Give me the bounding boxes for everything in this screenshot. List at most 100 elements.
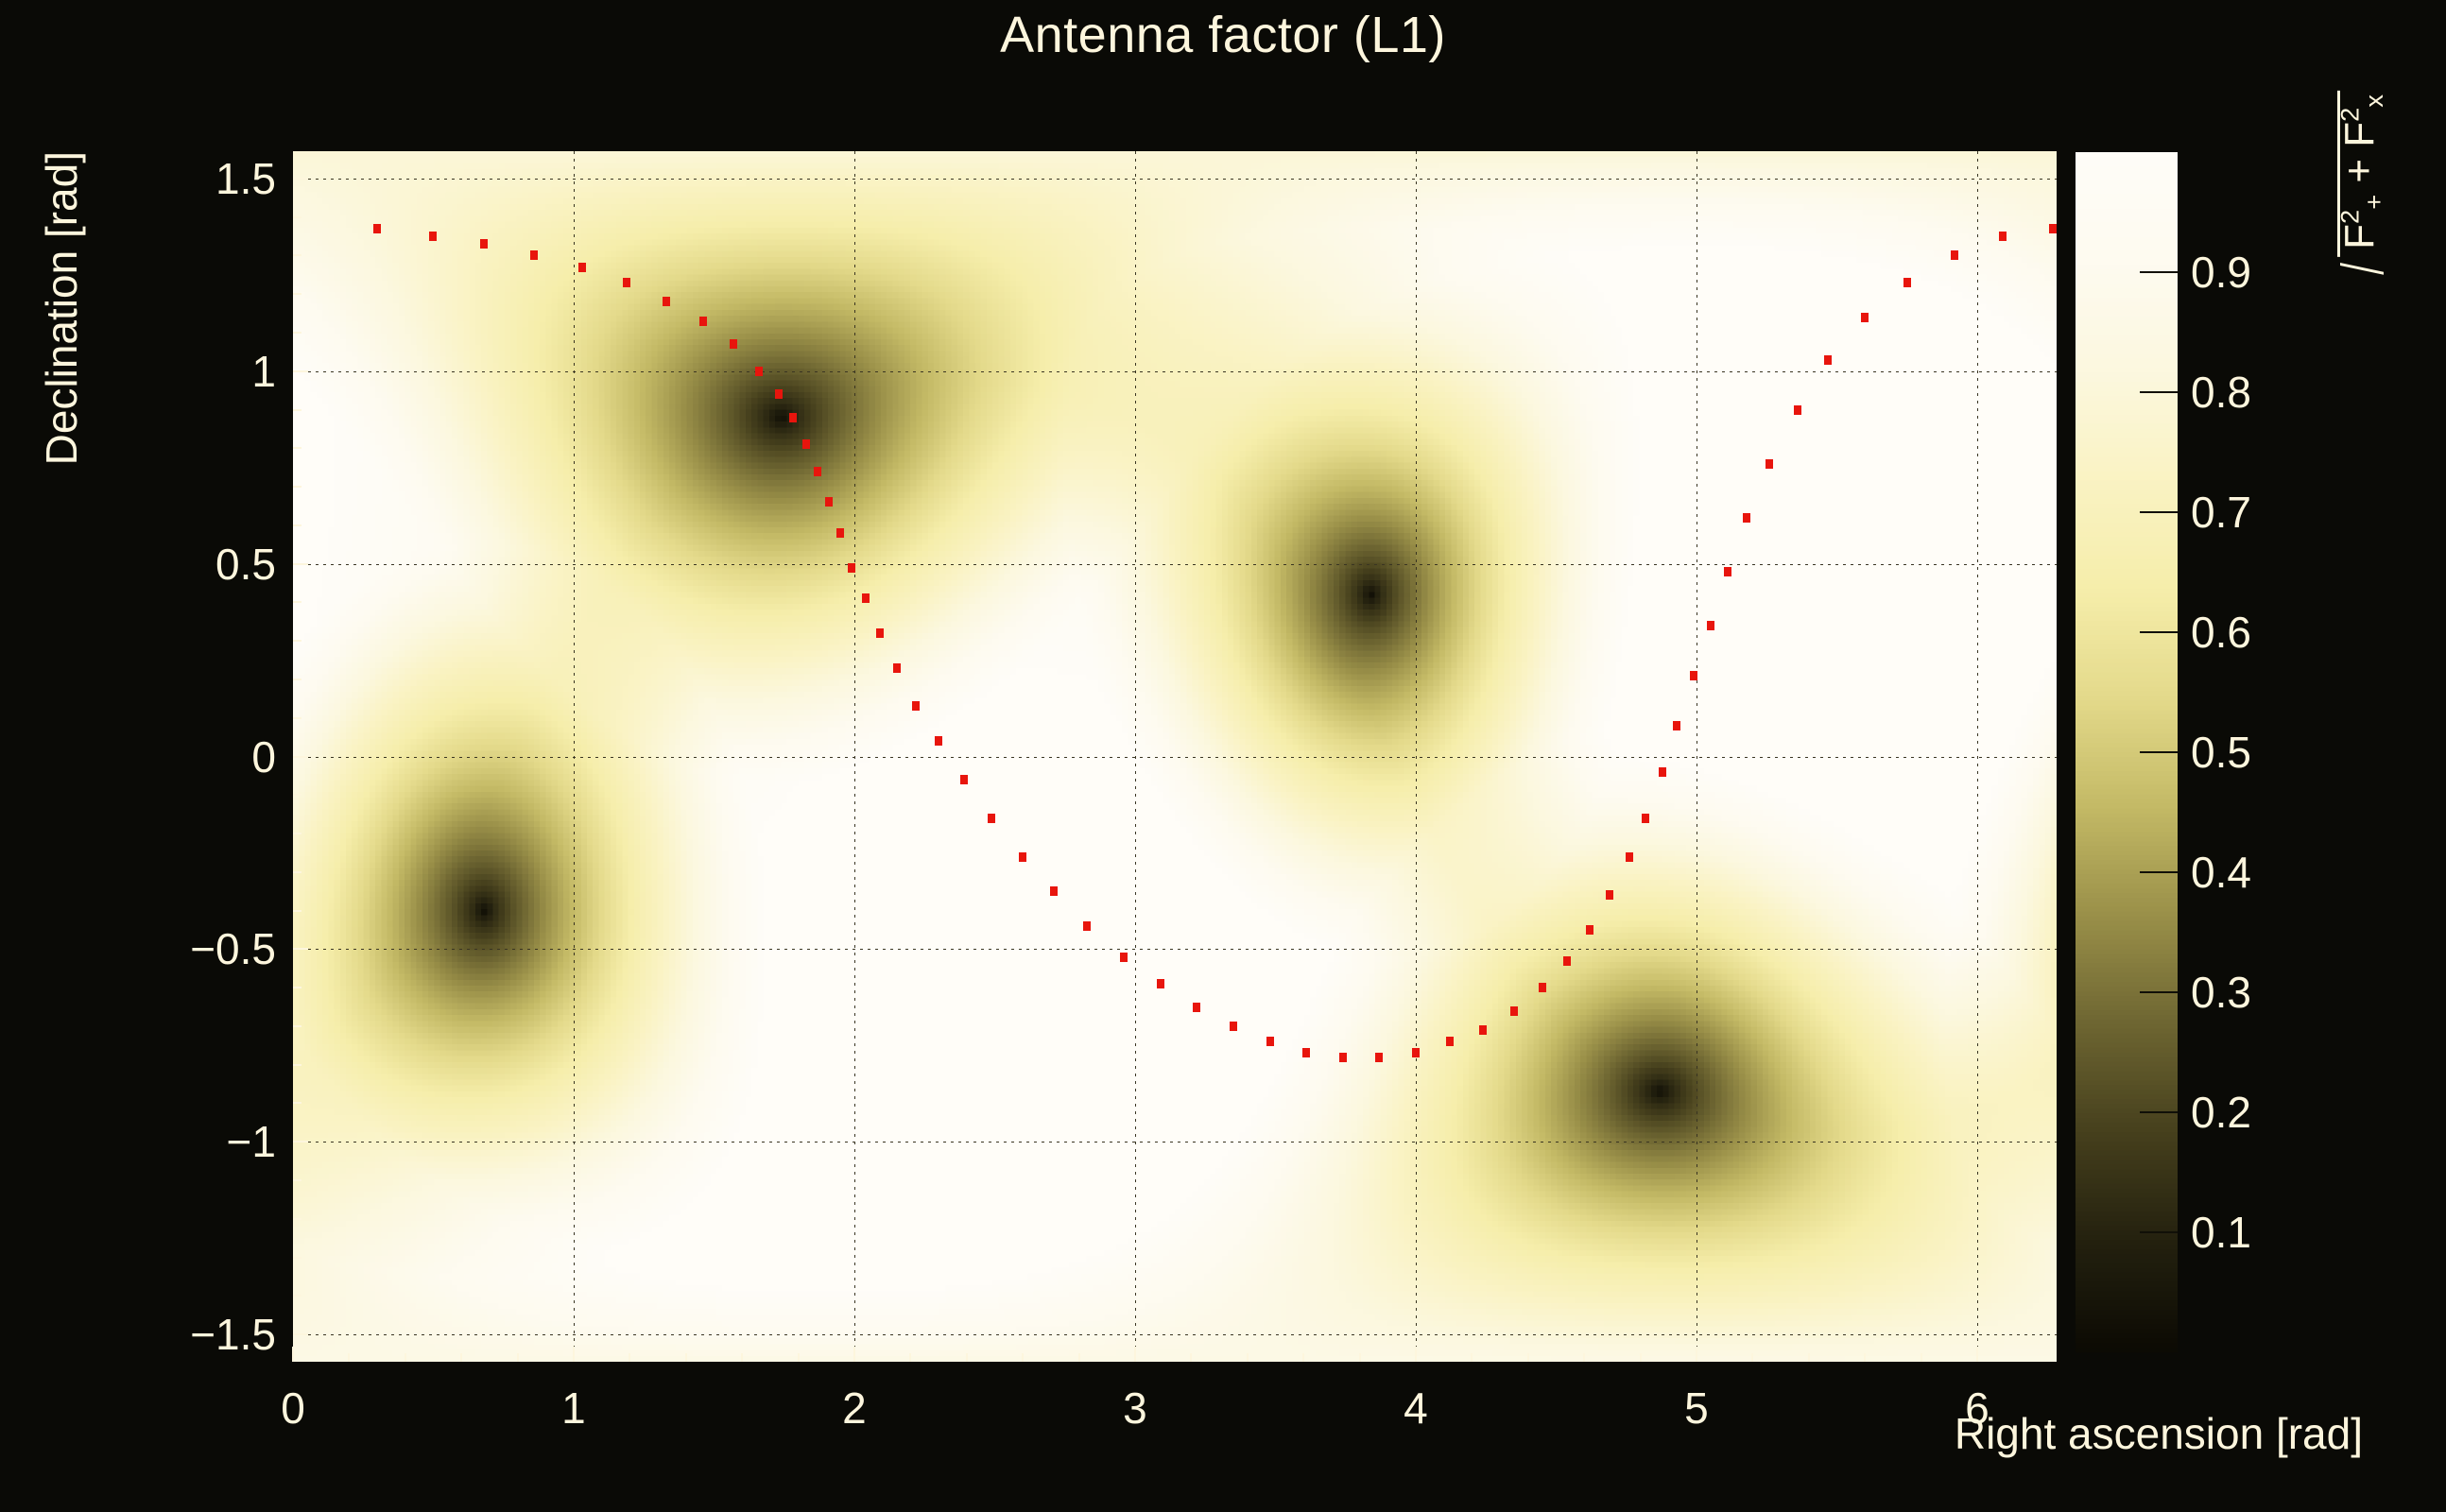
y-tick-minor xyxy=(293,678,301,680)
colorbar-tick-label: 0.5 xyxy=(2191,728,2251,777)
colorbar-title: F2+ + F2x xyxy=(2334,94,2388,274)
curve-point xyxy=(1083,920,1092,931)
curve-point xyxy=(959,774,968,784)
colorbar-tick-label: 0.3 xyxy=(2191,968,2251,1017)
curve-point xyxy=(988,813,996,823)
curve-point xyxy=(1998,232,2007,242)
x-tick-minor xyxy=(909,1353,912,1362)
colorbar-tick xyxy=(2140,1111,2178,1113)
y-tick-minor xyxy=(293,1024,301,1027)
x-tick-minor xyxy=(1471,1353,1473,1362)
y-tick-minor xyxy=(293,987,301,989)
plot-frame xyxy=(293,151,2057,1362)
y-tick-minor xyxy=(293,794,301,797)
curve-point xyxy=(774,389,783,400)
curve-point xyxy=(1743,512,1751,523)
grid-line-horizontal xyxy=(293,178,2057,180)
grid-line-horizontal xyxy=(293,370,2057,372)
x-tick-minor xyxy=(797,1353,800,1362)
curve-point xyxy=(479,239,488,249)
x-tick-label: 0 xyxy=(281,1383,305,1433)
colorbar-tick xyxy=(2140,511,2178,513)
x-tick-minor xyxy=(1751,1353,1754,1362)
colorbar-tick xyxy=(2140,991,2178,993)
curve-point xyxy=(1229,1021,1237,1031)
curve-point xyxy=(373,223,382,233)
y-tick-label: 0.5 xyxy=(215,539,276,589)
x-tick-major xyxy=(1133,1347,1136,1362)
x-tick-minor xyxy=(1022,1353,1025,1362)
y-tick-minor xyxy=(293,1102,301,1105)
y-tick-minor xyxy=(293,331,301,334)
curve-point xyxy=(1509,1005,1518,1016)
grid-line-horizontal xyxy=(293,563,2057,565)
colorbar-tick-label: 0.7 xyxy=(2191,488,2251,537)
grid-line-horizontal xyxy=(293,1334,2057,1336)
grid-line-horizontal xyxy=(293,756,2057,758)
curve-point xyxy=(1706,620,1714,630)
colorbar-tick-label: 0.6 xyxy=(2191,608,2251,657)
x-tick-major xyxy=(1414,1347,1417,1362)
y-tick-label: −1.5 xyxy=(190,1310,276,1360)
x-tick-minor xyxy=(629,1353,631,1362)
curve-point xyxy=(1445,1037,1454,1047)
curve-point xyxy=(530,250,539,261)
y-tick-minor xyxy=(293,1063,301,1066)
curve-point xyxy=(1951,250,1959,261)
x-tick-minor xyxy=(460,1353,463,1362)
curve-point xyxy=(1824,354,1833,365)
curve-point xyxy=(698,316,707,326)
plus-operator: + xyxy=(2335,146,2383,195)
x-tick-minor xyxy=(1077,1353,1080,1362)
curve-point xyxy=(1642,813,1650,823)
colorbar-tick-label: 0.9 xyxy=(2191,248,2251,297)
colorbar-tick xyxy=(2140,391,2178,393)
y-tick-label: −1 xyxy=(226,1117,276,1167)
x-tick-label: 5 xyxy=(1684,1383,1709,1433)
curve-point xyxy=(1302,1048,1311,1058)
curve-point xyxy=(1266,1037,1274,1047)
curve-point xyxy=(861,593,870,604)
curve-point xyxy=(2049,223,2057,233)
x-tick-major xyxy=(572,1347,575,1362)
curve-point xyxy=(429,232,438,242)
colorbar-tick-label: 0.2 xyxy=(2191,1088,2251,1137)
curve-point xyxy=(1411,1048,1420,1058)
x-tick-minor xyxy=(348,1353,351,1362)
x-tick-minor xyxy=(965,1353,968,1362)
x-tick-major xyxy=(1975,1347,1978,1362)
curve-point xyxy=(1538,983,1546,993)
x-tick-minor xyxy=(684,1353,687,1362)
curve-point xyxy=(1625,851,1633,862)
y-tick-label: −0.5 xyxy=(190,924,276,974)
x-tick-major xyxy=(292,1347,294,1362)
curve-point xyxy=(1793,404,1801,415)
colorbar-tick-label: 0.4 xyxy=(2191,848,2251,897)
y-tick-label: 1.5 xyxy=(215,153,276,203)
y-tick-minor xyxy=(293,1256,301,1259)
curve-point xyxy=(875,628,884,639)
y-tick-label: 0 xyxy=(251,731,276,782)
curve-point xyxy=(1193,1002,1201,1012)
y-tick-major xyxy=(293,1141,308,1143)
x-tick-label: 1 xyxy=(561,1383,586,1433)
colorbar-tick xyxy=(2140,871,2178,873)
curve-point xyxy=(912,701,921,712)
y-tick-minor xyxy=(293,870,301,873)
x-tick-minor xyxy=(404,1353,406,1362)
curve-point xyxy=(1019,851,1027,862)
x-tick-minor xyxy=(1639,1353,1642,1362)
y-tick-minor xyxy=(293,215,301,218)
f-cross-term: F2x xyxy=(2334,94,2388,147)
curve-point xyxy=(1605,890,1613,901)
colorbar-tick-label: 0.8 xyxy=(2191,368,2251,417)
colorbar-tick xyxy=(2140,751,2178,753)
x-tick-label: 6 xyxy=(1965,1383,1990,1433)
x-tick-minor xyxy=(1246,1353,1249,1362)
curve-point xyxy=(1723,566,1731,576)
curve-point xyxy=(754,366,763,376)
y-tick-major xyxy=(293,562,308,565)
x-tick-minor xyxy=(1807,1353,1810,1362)
curve-point xyxy=(1120,952,1128,962)
